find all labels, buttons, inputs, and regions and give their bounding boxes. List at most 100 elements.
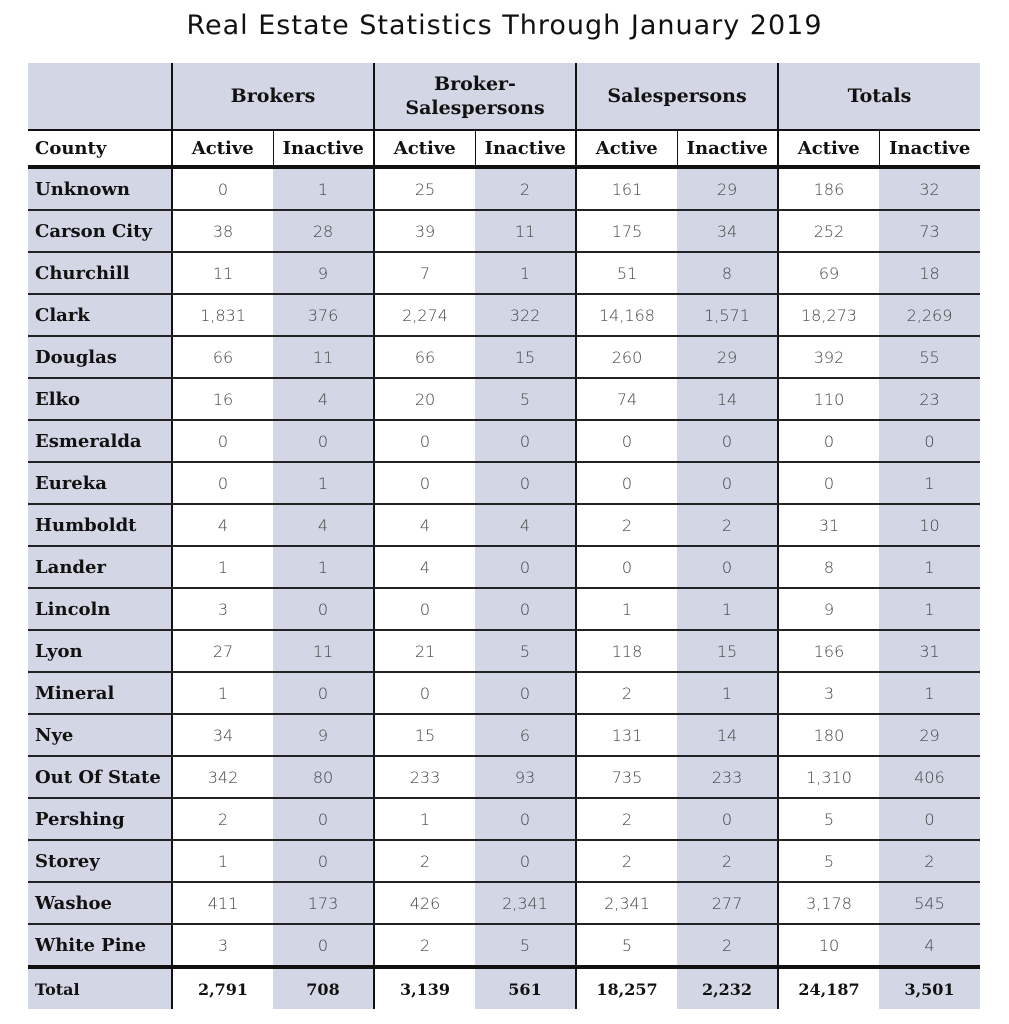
active-cell: 27 (171, 630, 273, 673)
active-cell: 3,178 (777, 882, 879, 925)
active-cell: 0 (373, 672, 475, 715)
sub-header-active: Active (777, 130, 879, 169)
inactive-cell: 1,571 (677, 294, 778, 337)
inactive-cell: 3,501 (879, 965, 980, 1009)
inactive-cell: 5 (475, 630, 576, 673)
table-row: Washoe 411 173 426 2,341 2,341 277 3,178 545 (28, 882, 980, 925)
active-cell: 180 (777, 714, 879, 757)
inactive-cell: 1 (677, 588, 778, 631)
active-cell: 24,187 (777, 965, 879, 1009)
active-cell: 38 (171, 210, 273, 253)
active-cell: 342 (171, 756, 273, 799)
page-title: Real Estate Statistics Through January 2… (186, 10, 823, 41)
inactive-cell: 0 (273, 840, 374, 883)
county-name: Washoe (28, 882, 172, 925)
inactive-cell: 5 (475, 924, 576, 968)
active-cell: 25 (373, 167, 475, 211)
active-cell: 5 (777, 840, 879, 883)
active-cell: 2 (373, 840, 475, 883)
active-cell: 0 (777, 462, 879, 505)
inactive-cell: 15 (677, 630, 778, 673)
table-row: Lincoln 3 0 0 0 1 1 9 1 (28, 588, 980, 631)
inactive-cell: 0 (879, 420, 980, 463)
statistics-table: Brokers Broker- Salespersons Salespersons… (28, 63, 980, 1009)
county-name: Out Of State (28, 756, 172, 799)
group-header-totals: Totals (777, 63, 980, 131)
county-name: Lander (28, 546, 172, 589)
table-row: Elko 16 4 20 5 74 14 110 23 (28, 378, 980, 421)
active-cell: 2 (171, 798, 273, 841)
active-cell: 131 (575, 714, 677, 757)
active-cell: 11 (171, 252, 273, 295)
active-cell: 1,831 (171, 294, 273, 337)
active-cell: 0 (575, 462, 677, 505)
active-cell: 233 (373, 756, 475, 799)
active-cell: 69 (777, 252, 879, 295)
inactive-cell: 73 (879, 210, 980, 253)
table-row: Lyon 27 11 21 5 118 15 166 31 (28, 630, 980, 673)
inactive-cell: 2 (879, 840, 980, 883)
inactive-cell: 80 (273, 756, 374, 799)
active-cell: 21 (373, 630, 475, 673)
active-cell: 0 (575, 420, 677, 463)
active-cell: 4 (373, 504, 475, 547)
inactive-cell: 0 (475, 798, 576, 841)
inactive-cell: 1 (879, 588, 980, 631)
inactive-cell: 32 (879, 167, 980, 211)
county-name: Unknown (28, 167, 172, 211)
active-cell: 175 (575, 210, 677, 253)
inactive-cell: 0 (273, 588, 374, 631)
active-cell: 16 (171, 378, 273, 421)
active-cell: 20 (373, 378, 475, 421)
active-cell: 392 (777, 336, 879, 379)
county-name: Total (28, 965, 172, 1009)
active-cell: 252 (777, 210, 879, 253)
active-cell: 166 (777, 630, 879, 673)
active-cell: 2 (575, 672, 677, 715)
table-row: Humboldt 4 4 4 4 2 2 31 10 (28, 504, 980, 547)
sub-header-inactive: Inactive (474, 130, 576, 169)
active-cell: 186 (777, 167, 879, 211)
inactive-cell: 0 (677, 546, 778, 589)
inactive-cell: 29 (677, 167, 778, 211)
inactive-cell: 93 (475, 756, 576, 799)
active-cell: 735 (575, 756, 677, 799)
active-cell: 0 (373, 462, 475, 505)
active-cell: 74 (575, 378, 677, 421)
active-cell: 0 (171, 420, 273, 463)
active-cell: 161 (575, 167, 677, 211)
county-name: Lyon (28, 630, 172, 673)
inactive-cell: 34 (677, 210, 778, 253)
table-row: Out Of State 342 80 233 93 735 233 1,310 406 (28, 756, 980, 799)
inactive-cell: 173 (273, 882, 374, 925)
county-name: Eureka (28, 462, 172, 505)
group-header-row: Brokers Broker- Salespersons Salespersons… (28, 63, 980, 131)
table-row: Carson City 38 28 39 11 175 34 252 73 (28, 210, 980, 253)
inactive-cell: 322 (475, 294, 576, 337)
inactive-cell: 2 (677, 924, 778, 968)
active-cell: 411 (171, 882, 273, 925)
table-row: Esmeralda 0 0 0 0 0 0 0 0 (28, 420, 980, 463)
inactive-cell: 29 (677, 336, 778, 379)
inactive-cell: 0 (475, 420, 576, 463)
table-row: Nye 34 9 15 6 131 14 180 29 (28, 714, 980, 757)
inactive-cell: 0 (273, 672, 374, 715)
table-row: Churchill 11 9 7 1 51 8 69 18 (28, 252, 980, 295)
inactive-cell: 55 (879, 336, 980, 379)
total-row: Total 2,791 708 3,139 561 18,257 2,232 24,187 3,… (28, 965, 980, 1009)
active-cell: 0 (373, 420, 475, 463)
active-cell: 0 (171, 167, 273, 211)
active-cell: 66 (373, 336, 475, 379)
inactive-cell: 1 (677, 672, 778, 715)
group-label: Salespersons (405, 97, 545, 119)
table-row: Unknown 0 1 25 2 161 29 186 32 (28, 167, 980, 211)
inactive-cell: 406 (879, 756, 980, 799)
active-cell: 31 (777, 504, 879, 547)
inactive-cell: 561 (475, 965, 576, 1009)
group-header-brokers: Brokers (171, 63, 374, 131)
county-name: Carson City (28, 210, 172, 253)
table-row: White Pine 3 0 2 5 5 2 10 4 (28, 924, 980, 968)
inactive-cell: 18 (879, 252, 980, 295)
active-cell: 66 (171, 336, 273, 379)
active-cell: 2,274 (373, 294, 475, 337)
